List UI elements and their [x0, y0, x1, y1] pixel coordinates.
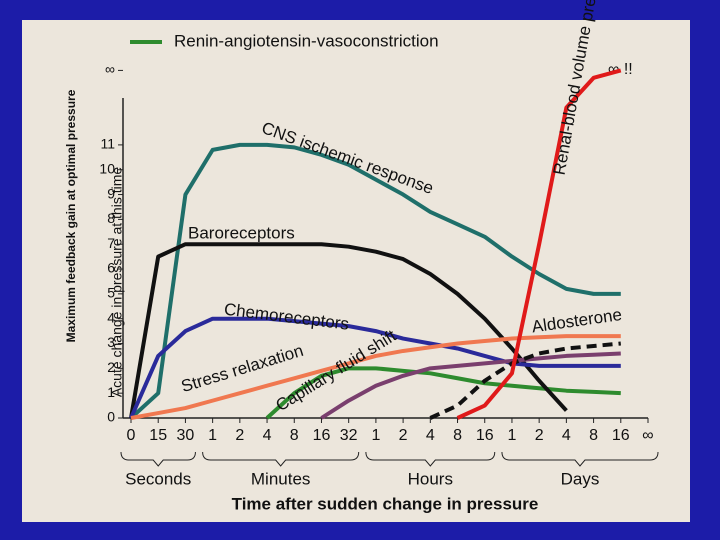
y-axis-label-2: Acute change in pressure at this time [109, 167, 125, 398]
x-tick-label: ∞ [642, 427, 653, 444]
x-tick-label: 1 [507, 427, 516, 444]
series-line [265, 366, 621, 420]
x-tick-label: 0 [127, 427, 136, 444]
x-tick-label: 1 [371, 427, 380, 444]
x-tick-label: 16 [612, 427, 630, 444]
series-line [130, 334, 621, 420]
y-tick-label: 9 [107, 185, 115, 201]
y-tick-label: 8 [107, 210, 115, 226]
group-label: Seconds [125, 469, 191, 488]
group-label: Days [561, 469, 600, 488]
series-line [129, 316, 621, 419]
y-tick-label: 2 [107, 359, 115, 375]
group-bracket [365, 451, 496, 467]
paper [22, 20, 690, 522]
x-tick-label: 30 [177, 427, 195, 444]
y-axis-label: Maximum feedback gain at optimal pressur… [64, 89, 78, 342]
y-tick-label: 3 [107, 334, 115, 350]
x-tick-label: 32 [340, 427, 358, 444]
y-tick-label: 5 [107, 285, 115, 301]
series-line [129, 142, 621, 420]
x-tick-label: 1 [208, 427, 217, 444]
series-line [129, 242, 568, 419]
series-line [320, 351, 621, 420]
x-tick-label: 4 [263, 427, 272, 444]
x-tick-label: 2 [535, 427, 544, 444]
x-tick-label: 4 [426, 427, 435, 444]
x-axis-label: Time after sudden change in pressure [232, 494, 539, 513]
group-label: Hours [408, 469, 453, 488]
x-tick-label: 2 [399, 427, 408, 444]
y-tick-label: 6 [107, 260, 115, 276]
x-tick-label: 4 [562, 427, 571, 444]
series-line [456, 68, 622, 420]
y-tick-label: 7 [107, 235, 115, 251]
y-tick-label: 1 [107, 384, 115, 400]
series-label: Baroreceptors [188, 223, 295, 242]
y-tick-label: 10 [99, 160, 115, 176]
x-tick-label: 16 [313, 427, 331, 444]
y-tick-label: 0 [107, 409, 115, 425]
legend-label: Renin-angiotensin-vasoconstriction [174, 31, 439, 50]
x-tick-label: 8 [290, 427, 299, 444]
y-tick-label: ∞ [105, 61, 115, 77]
x-tick-label: 2 [235, 427, 244, 444]
y-tick-label: 4 [107, 309, 115, 325]
group-bracket [501, 451, 659, 467]
group-bracket [120, 451, 196, 467]
y-tick-label: 11 [100, 136, 115, 152]
group-bracket [202, 451, 360, 467]
series-line [429, 341, 621, 420]
x-tick-label: 16 [476, 427, 494, 444]
x-tick-label: 8 [453, 427, 462, 444]
x-tick-label: 8 [589, 427, 598, 444]
group-label: Minutes [251, 469, 311, 488]
x-tick-label: 15 [149, 427, 167, 444]
